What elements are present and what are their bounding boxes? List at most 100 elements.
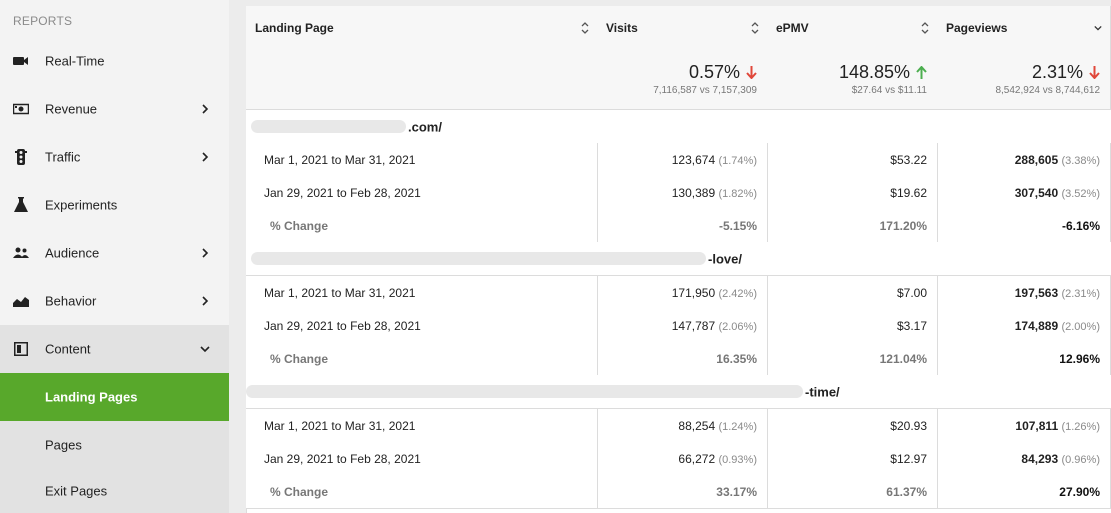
landing-page-url: -love/: [708, 251, 742, 266]
summary-compare: 7,116,587 vs 7,157,309: [653, 85, 757, 96]
sidebar-item-label: Revenue: [45, 101, 98, 117]
sidebar-item-experiments[interactable]: Experiments: [0, 181, 229, 229]
change-row: % Change 33.17% 61.37% 27.90%: [246, 475, 1111, 509]
redacted-url: [251, 252, 706, 265]
period-label: Mar 1, 2021 to Mar 31, 2021: [264, 285, 416, 300]
landing-page-url: -time/: [805, 384, 840, 399]
landing-pages-table: Landing Page Visits ePMV Pageviews 0.57%…: [246, 6, 1111, 513]
chevron-right-icon: [202, 152, 209, 162]
people-icon: [13, 245, 29, 261]
visits-value: 147,787: [671, 318, 716, 333]
summary-value: 148.85%: [838, 62, 910, 82]
visits-value: 171,950: [671, 285, 716, 300]
sidebar-item-label: Audience: [45, 245, 100, 261]
sidebar-item-label: Experiments: [45, 197, 118, 213]
redacted-url: [251, 120, 406, 133]
chevron-right-icon: [202, 104, 209, 114]
sidebar-item-real-time[interactable]: Real-Time: [0, 37, 229, 85]
pageviews-pct: (0.96%): [1061, 453, 1100, 466]
sidebar-item-revenue[interactable]: Revenue: [0, 85, 229, 133]
chevron-right-icon: [202, 296, 209, 306]
period-label: Mar 1, 2021 to Mar 31, 2021: [264, 152, 416, 167]
pageviews-value: 307,540: [1014, 185, 1059, 200]
epmv-value: $20.93: [890, 418, 927, 433]
change-row: % Change -5.15% 171.20% -6.16%: [246, 209, 1111, 243]
chevron-down-icon: [1094, 25, 1102, 31]
sidebar-subitem-landing-pages[interactable]: Landing Pages: [0, 373, 229, 421]
sort-icon: [921, 21, 929, 34]
area-chart-icon: [13, 293, 29, 309]
pageviews-value: 174,889: [1014, 318, 1059, 333]
reports-section-label: REPORTS: [13, 14, 73, 28]
change-label: % Change: [270, 218, 329, 233]
table-row: Jan 29, 2021 to Feb 28, 2021 130,389 (1.…: [246, 176, 1111, 210]
sidebar-subitem-label: Landing Pages: [45, 389, 138, 405]
table-row: Jan 29, 2021 to Feb 28, 2021 66,272 (0.9…: [246, 442, 1111, 476]
epmv-value: $12.97: [890, 451, 927, 466]
sidebar-subitem-exit-pages[interactable]: Exit Pages: [0, 469, 229, 513]
video-camera-icon: [13, 53, 29, 69]
column-header-visits[interactable]: Visits: [597, 6, 768, 50]
epmv-value: $3.17: [896, 318, 927, 333]
summary-visits: 0.57% 7,116,587 vs 7,157,309: [597, 49, 768, 110]
period-label: Mar 1, 2021 to Mar 31, 2021: [264, 418, 416, 433]
sidebar-item-label: Traffic: [45, 149, 81, 165]
change-label: % Change: [270, 484, 329, 499]
chevron-right-icon: [202, 248, 209, 258]
visits-value: 130,389: [671, 185, 716, 200]
column-header-landing-page[interactable]: Landing Page: [246, 6, 598, 50]
epmv-change: 121.04%: [879, 351, 927, 366]
arrow-down-icon: [746, 66, 757, 79]
pageviews-pct: (3.38%): [1061, 154, 1100, 167]
column-header-pageviews[interactable]: Pageviews: [937, 6, 1111, 50]
traffic-light-icon: [13, 149, 29, 165]
landing-page-group-header[interactable]: -time/: [246, 375, 1111, 409]
sidebar-item-traffic[interactable]: Traffic: [0, 133, 229, 181]
sidebar-item-content[interactable]: Content: [0, 325, 229, 373]
column-header-label: ePMV: [776, 20, 809, 35]
redacted-url: [246, 385, 803, 398]
column-header-epmv[interactable]: ePMV: [767, 6, 938, 50]
summary-pageviews: 2.31% 8,542,924 vs 8,744,612: [937, 49, 1111, 110]
chevron-down-icon: [200, 346, 210, 353]
landing-page-url: .com/: [408, 119, 442, 134]
table-row: Mar 1, 2021 to Mar 31, 2021 88,254 (1.24…: [246, 409, 1111, 443]
summary-compare: 8,542,924 vs 8,744,612: [995, 85, 1100, 96]
landing-page-group-header[interactable]: -love/: [246, 242, 1111, 276]
landing-page-group-header[interactable]: .com/: [246, 110, 1111, 144]
period-label: Jan 29, 2021 to Feb 28, 2021: [264, 318, 421, 333]
column-header-label: Pageviews: [946, 20, 1008, 35]
epmv-value: $7.00: [896, 285, 927, 300]
sidebar-item-label: Real-Time: [45, 53, 105, 69]
period-label: Jan 29, 2021 to Feb 28, 2021: [264, 451, 421, 466]
summary-value: 2.31%: [1031, 62, 1083, 82]
column-header-label: Landing Page: [255, 20, 334, 35]
summary-compare: $27.64 vs $11.11: [851, 85, 927, 96]
summary-epmv: 148.85% $27.64 vs $11.11: [767, 49, 938, 110]
epmv-change: 171.20%: [879, 218, 927, 233]
visits-value: 88,254: [678, 418, 716, 433]
visits-change: 16.35%: [716, 351, 757, 366]
table-row: Jan 29, 2021 to Feb 28, 2021 147,787 (2.…: [246, 309, 1111, 343]
visits-pct: (1.24%): [718, 420, 757, 433]
sidebar-item-behavior[interactable]: Behavior: [0, 277, 229, 325]
flask-icon: [13, 197, 29, 213]
sidebar-subitem-pages[interactable]: Pages: [0, 421, 229, 469]
period-label: Jan 29, 2021 to Feb 28, 2021: [264, 185, 421, 200]
visits-pct: (2.42%): [718, 287, 757, 300]
visits-pct: (0.93%): [718, 453, 757, 466]
change-row: % Change 16.35% 121.04% 12.96%: [246, 342, 1111, 376]
sidebar-item-label: Content: [45, 341, 91, 357]
money-icon: [13, 101, 29, 117]
arrow-down-icon: [1089, 66, 1100, 79]
visits-change: -5.15%: [718, 218, 757, 233]
change-label: % Change: [270, 351, 329, 366]
sidebar-item-audience[interactable]: Audience: [0, 229, 229, 277]
pageviews-pct: (2.00%): [1061, 320, 1100, 333]
visits-change: 33.17%: [716, 484, 757, 499]
pageviews-pct: (2.31%): [1061, 287, 1100, 300]
layout-icon: [13, 341, 29, 357]
table-row: Mar 1, 2021 to Mar 31, 2021 123,674 (1.7…: [246, 143, 1111, 177]
pageviews-value: 84,293: [1021, 451, 1059, 466]
summary-cell-empty: [246, 49, 598, 110]
